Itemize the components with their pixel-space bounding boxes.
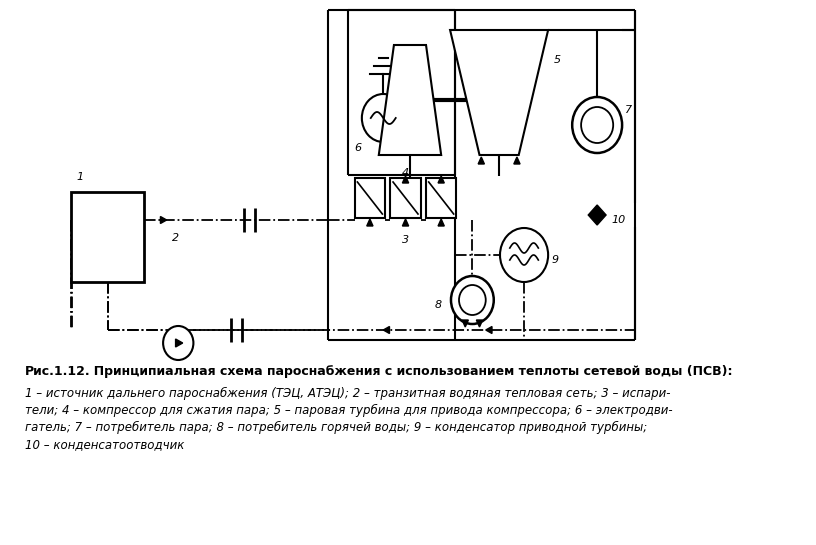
Polygon shape: [402, 219, 409, 226]
Text: 6: 6: [355, 143, 361, 153]
Polygon shape: [478, 157, 485, 164]
Circle shape: [451, 276, 494, 324]
Text: гатель; 7 – потребитель пара; 8 – потребитель горячей воды; 9 – конденсатор прив: гатель; 7 – потребитель пара; 8 – потреб…: [25, 421, 647, 434]
Circle shape: [572, 97, 622, 153]
Polygon shape: [486, 326, 492, 334]
Polygon shape: [450, 30, 548, 155]
Bar: [390, 178, 421, 218]
Polygon shape: [438, 176, 444, 183]
Polygon shape: [462, 320, 468, 327]
Text: 2: 2: [172, 233, 180, 243]
Bar: [71, 192, 144, 282]
Text: 10: 10: [611, 215, 626, 225]
Polygon shape: [379, 45, 441, 155]
Text: 1 – источник дальнего пароснабжения (ТЭЦ, АТЭЦ); 2 – транзитная водяная тепловая: 1 – источник дальнего пароснабжения (ТЭЦ…: [25, 387, 671, 400]
Circle shape: [581, 107, 613, 143]
Circle shape: [500, 228, 548, 282]
Text: 7: 7: [625, 105, 632, 115]
Text: Принципиальная схема пароснабжения с использованием теплоты сетевой воды (ПСВ):: Принципиальная схема пароснабжения с исп…: [85, 365, 732, 378]
Text: 3: 3: [402, 235, 409, 245]
Polygon shape: [366, 219, 373, 226]
Text: тели; 4 – компрессор для сжатия пара; 5 – паровая турбина для привода компрессор: тели; 4 – компрессор для сжатия пара; 5 …: [25, 404, 672, 417]
Polygon shape: [402, 176, 409, 183]
Text: 9: 9: [552, 255, 559, 265]
Bar: [355, 178, 385, 218]
Polygon shape: [477, 320, 482, 327]
Text: 10 – конденсатоотводчик: 10 – конденсатоотводчик: [25, 438, 184, 451]
Text: 1: 1: [77, 172, 84, 182]
Circle shape: [459, 285, 486, 315]
Text: 8: 8: [435, 300, 442, 310]
Polygon shape: [514, 157, 520, 164]
Polygon shape: [161, 216, 166, 223]
Text: 4: 4: [402, 168, 409, 178]
Circle shape: [163, 326, 193, 360]
Circle shape: [361, 94, 405, 142]
Text: 5: 5: [553, 55, 561, 65]
Polygon shape: [438, 219, 444, 226]
Bar: [426, 178, 456, 218]
Polygon shape: [384, 326, 389, 334]
Text: Рис.1.12.: Рис.1.12.: [25, 365, 91, 378]
Polygon shape: [175, 339, 183, 347]
Polygon shape: [588, 205, 606, 225]
